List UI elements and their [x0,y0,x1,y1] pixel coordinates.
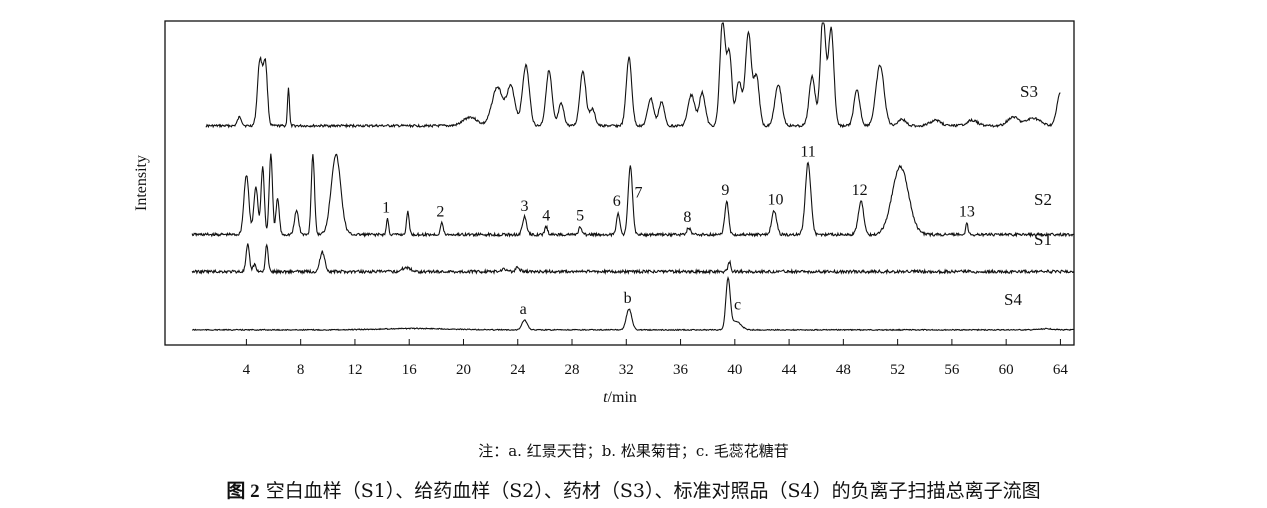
trace-s3 [205,22,1061,129]
x-axis-title: t/min [603,389,637,406]
x-tick-label: 4 [243,362,251,378]
figure-number: 图 2 [226,481,260,502]
trace-label-s1: S1 [1034,230,1052,249]
peak-label-c: c [734,296,741,313]
trace-labels-group: S3 S2 S1 S4 [1004,82,1052,309]
x-tick-label: 52 [890,362,905,378]
x-tick-label: 48 [836,362,851,378]
x-tick-label: 40 [727,362,742,378]
figure-note: 注：a. 红景天苷；b. 松果菊苷；c. 毛蕊花糖苷 [478,442,789,460]
peak-label-1: 1 [382,200,390,217]
x-axis-title-unit: /min [608,389,637,406]
peak-label-8: 8 [683,209,691,226]
peak-label-6: 6 [613,193,621,210]
plot-frame [164,20,1075,346]
x-tick-label: 60 [999,362,1014,378]
figure-caption-text: 空白血样（S1）、给药血样（S2）、药材（S3）、标准对照品（S4）的负离子扫描… [265,480,1041,502]
peak-label-b: b [624,290,632,307]
peak-label-7: 7 [634,184,642,201]
x-tick-label: 12 [347,362,362,378]
x-tick-label: 32 [619,362,634,378]
x-tick-label: 8 [297,362,305,378]
x-tick-label: 44 [782,362,798,378]
x-tick-label: 56 [944,362,960,378]
x-tick-label: 64 [1053,362,1069,378]
traces-group [191,22,1075,332]
trace-s4 [192,275,1075,332]
x-axis-ticks: 4 8 12 16 20 24 28 32 36 40 44 48 52 56 60 64 [243,339,1069,378]
y-axis-title: Intensity [133,155,150,211]
peak-label-13: 13 [959,204,975,221]
peak-label-11: 11 [800,144,815,161]
trace-label-s4: S4 [1004,290,1022,309]
peak-label-a: a [520,301,527,318]
x-tick-label: 16 [402,362,418,378]
peak-label-2: 2 [436,204,444,221]
peak-label-12: 12 [852,182,868,199]
x-tick-label: 24 [510,362,526,378]
peak-label-10: 10 [768,192,784,209]
trace-label-s2: S2 [1034,190,1052,209]
peak-label-5: 5 [576,208,584,225]
x-tick-label: 36 [673,362,689,378]
trace-label-s3: S3 [1020,82,1038,101]
x-tick-label: 28 [565,362,580,378]
peak-label-3: 3 [521,198,529,215]
trace-s1 [191,243,1075,276]
figure-caption: 图 2 空白血样（S1）、给药血样（S2）、药材（S3）、标准对照品（S4）的负… [0,476,1267,503]
peak-label-4: 4 [542,208,550,225]
x-tick-label: 20 [456,362,471,378]
trace-s2 [191,153,1075,239]
peak-label-9: 9 [721,182,729,199]
x-axis-title-variable: t [603,389,608,406]
